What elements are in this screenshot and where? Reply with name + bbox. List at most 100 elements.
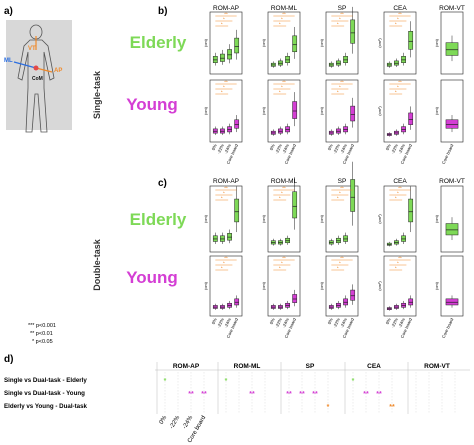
significance-star: * <box>337 22 339 27</box>
comparison-mark: ** <box>201 391 207 398</box>
significance-star: * <box>395 90 397 95</box>
box <box>227 233 232 241</box>
x-tick-label: -22% <box>274 143 283 154</box>
measure-header-rom-ml: ROM-ML <box>271 178 298 185</box>
y-axis-unit: (cm) <box>434 281 439 290</box>
comparison-mark: ** <box>249 391 255 398</box>
comparison-mark: * <box>352 378 355 385</box>
x-tick-label: -22% <box>216 143 225 154</box>
y-axis-unit: (cm) <box>434 38 439 47</box>
ml-axis-arrow <box>13 61 37 69</box>
x-tick-label: -24% <box>339 143 348 154</box>
x-tick-label: -24% <box>339 317 348 328</box>
measure-header-rom-vt: ROM-VT <box>439 5 465 12</box>
x-tick-label: 0% <box>211 317 218 325</box>
box <box>234 119 240 129</box>
significance-star: ** <box>398 256 402 261</box>
box <box>445 223 459 236</box>
x-tick-label: 0% <box>269 317 276 325</box>
x-tick-label: -24% <box>397 317 406 328</box>
legend-p01: ** p<0.01 <box>30 331 53 337</box>
significance-star: * <box>281 85 283 90</box>
y-axis-unit: (cm) <box>203 214 208 223</box>
com-marker <box>33 65 39 71</box>
box <box>350 179 356 212</box>
significance-star: ** <box>398 12 402 17</box>
comparison-mark: * <box>327 404 330 411</box>
measure-header-sp: SP <box>338 5 347 12</box>
task-label-double: Double-task <box>92 238 102 291</box>
x-tick-label: 0% <box>211 143 218 151</box>
x-tick-label: -24% <box>281 143 290 154</box>
box <box>445 119 459 129</box>
comparison-table: ROM-AP ROM-ML SP CEA ROM-VT Single vs Dual-ta… <box>4 362 470 444</box>
box <box>292 35 298 53</box>
comparison-mark: ** <box>286 391 292 398</box>
significance-star: * <box>337 196 339 201</box>
significance-star: * <box>221 22 223 27</box>
comparison-mark: ** <box>363 391 369 398</box>
x-tick-label: -24% <box>223 317 232 328</box>
box <box>408 198 414 223</box>
x-tick-label: 0% <box>327 317 334 325</box>
significance-star: * <box>279 266 281 271</box>
table-condition-label: -22% <box>169 414 182 430</box>
comparison-mark: ** <box>389 404 395 411</box>
significance-star: ** <box>340 186 344 191</box>
measure-header-sp: SP <box>338 178 347 185</box>
task-label-single: Single-task <box>92 70 102 119</box>
table-row-label: Single vs Dual-task - Elderly <box>4 377 87 384</box>
box <box>285 56 290 63</box>
plot-frame <box>440 79 464 143</box>
x-tick-label: Core board <box>441 143 455 165</box>
significance-star: ** <box>282 80 286 85</box>
x-tick-label: -22% <box>332 317 341 328</box>
table-measure-header: ROM-AP <box>173 363 200 370</box>
table-row-label: Elderly vs Young - Dual-task <box>4 403 88 410</box>
x-tick-label: 0% <box>385 317 392 325</box>
significance-star: * <box>223 17 225 22</box>
comparison-mark: ** <box>188 391 194 398</box>
significance-star: * <box>279 22 281 27</box>
significance-star: * <box>397 261 399 266</box>
x-tick-label: -22% <box>390 317 399 328</box>
significance-star: * <box>337 90 339 95</box>
panel-label-c: c) <box>158 178 167 189</box>
x-tick-label: -22% <box>274 317 283 328</box>
measure-header-rom-vt: ROM-VT <box>439 178 465 185</box>
measure-header-rom-ap: ROM-AP <box>213 5 239 12</box>
body-illustration-background <box>6 20 72 130</box>
y-axis-unit: (cm²) <box>377 38 382 48</box>
legend-p001: *** p<0.001 <box>28 323 56 329</box>
x-tick-label: 0% <box>327 143 334 151</box>
panel-label-d: d) <box>4 354 13 365</box>
significance-star: ** <box>282 186 286 191</box>
box <box>408 112 414 125</box>
significance-star: ** <box>282 256 286 261</box>
significance-star: * <box>279 90 281 95</box>
significance-star: ** <box>282 12 286 17</box>
significance-star: ** <box>224 80 228 85</box>
group-label-double-young: Young <box>126 268 178 287</box>
significance-star: * <box>221 90 223 95</box>
box <box>292 191 298 219</box>
box <box>227 49 232 60</box>
x-tick-label: -22% <box>216 317 225 328</box>
table-measure-header: SP <box>306 363 315 370</box>
box <box>343 56 348 63</box>
box <box>292 101 298 119</box>
significance-star: ** <box>398 186 402 191</box>
significance-star: ** <box>224 12 228 17</box>
plot-frame <box>383 79 417 143</box>
significance-star: * <box>395 22 397 27</box>
significance-star: * <box>279 196 281 201</box>
significance-star: ** <box>340 80 344 85</box>
y-axis-unit: (cm) <box>203 38 208 47</box>
y-axis-unit: (cm) <box>261 38 266 47</box>
x-tick-label: -24% <box>281 317 290 328</box>
ap-label: AP <box>54 68 62 74</box>
x-tick-label: 0% <box>385 143 392 151</box>
body-illustration: VT AP ML CoM <box>4 20 72 133</box>
significance-star: ** <box>340 256 344 261</box>
y-axis-unit: (cm) <box>434 214 439 223</box>
